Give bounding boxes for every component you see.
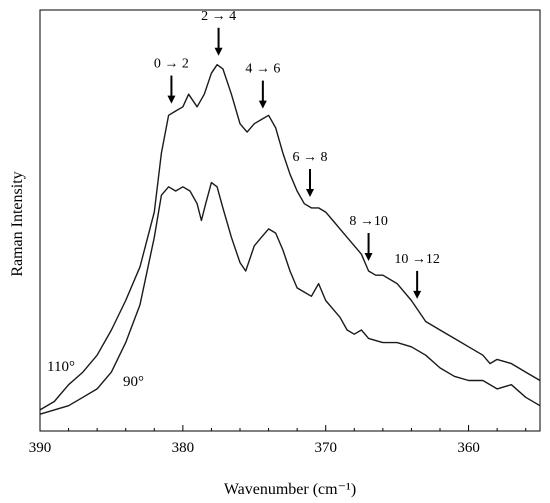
series-line-1 (39, 181, 541, 415)
annotation-arrow-head (167, 95, 176, 104)
annotation-label: 0 → 2 (154, 57, 189, 72)
series-label-110: 110° (47, 359, 75, 375)
x-tick-label: 380 (172, 440, 195, 456)
annotation-label: 2 → 4 (201, 9, 236, 24)
annotation-arrow-head (364, 253, 373, 262)
x-axis-title: Wavenumber (cm⁻¹) (224, 481, 356, 498)
series-line-0 (39, 64, 541, 411)
x-tick-label: 370 (314, 440, 337, 456)
annotation-arrow-head (214, 47, 223, 56)
x-tick-label: 360 (457, 440, 480, 456)
transition-annotations: 0 → 2 2 → 4 4 → 6 6 → 8 8 →10 10 →12 (154, 9, 440, 299)
annotation-label: 6 → 8 (293, 150, 328, 165)
annotation-arrow-head (306, 189, 314, 198)
y-axis-title: Raman Intensity (9, 171, 26, 276)
x-axis-ticks: 390 380 370 360 (29, 425, 527, 456)
annotation-arrow-head (413, 290, 422, 299)
series-layer (39, 64, 541, 415)
annotation-label: 10 →12 (394, 252, 440, 267)
plot-frame (39, 9, 541, 432)
annotation-label: 8 →10 (349, 214, 388, 229)
annotation-arrow-head (258, 100, 267, 109)
series-label-90: 90° (123, 374, 144, 390)
annotation-label: 4 → 6 (245, 62, 280, 77)
x-tick-label: 390 (29, 440, 52, 456)
